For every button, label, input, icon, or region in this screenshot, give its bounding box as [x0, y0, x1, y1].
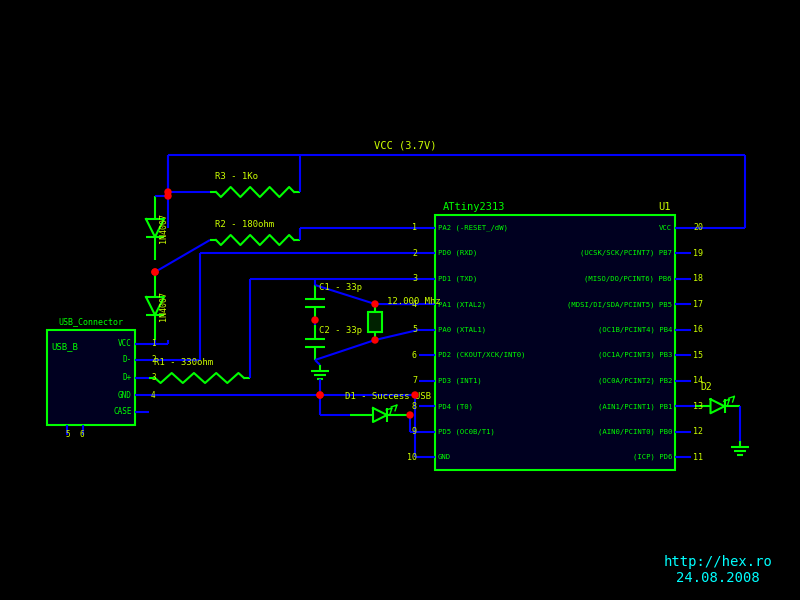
Text: (AIN1/PCINT1) PB1: (AIN1/PCINT1) PB1: [598, 403, 672, 409]
Text: D2: D2: [700, 382, 712, 392]
Text: D-: D-: [122, 355, 132, 364]
Text: CASE: CASE: [114, 407, 132, 416]
Text: (OC0A/PCINT2) PB2: (OC0A/PCINT2) PB2: [598, 377, 672, 384]
Text: 3: 3: [412, 274, 417, 283]
Text: U1: U1: [658, 202, 671, 212]
Circle shape: [152, 269, 158, 275]
Text: R3 - 1Ko: R3 - 1Ko: [215, 172, 258, 181]
Text: 14: 14: [693, 376, 703, 385]
Circle shape: [407, 412, 413, 418]
Circle shape: [317, 392, 323, 398]
Text: 4: 4: [151, 391, 156, 400]
Text: PD4 (T0): PD4 (T0): [438, 403, 473, 409]
Circle shape: [317, 392, 323, 398]
Text: GND: GND: [438, 454, 451, 460]
Text: 9: 9: [412, 427, 417, 436]
Text: 1: 1: [412, 223, 417, 232]
Text: 5: 5: [412, 325, 417, 334]
Text: PD2 (CKOUT/XCK/INT0): PD2 (CKOUT/XCK/INT0): [438, 352, 526, 358]
Text: PA2 (-RESET_/dW): PA2 (-RESET_/dW): [438, 224, 508, 231]
Text: 24.08.2008: 24.08.2008: [676, 571, 760, 585]
Circle shape: [372, 337, 378, 343]
Text: 17: 17: [693, 300, 703, 309]
Text: PD3 (INT1): PD3 (INT1): [438, 377, 482, 384]
Text: 1N4007: 1N4007: [159, 291, 168, 321]
Text: PA0 (XTAL1): PA0 (XTAL1): [438, 326, 486, 333]
Circle shape: [372, 301, 378, 307]
Text: 6: 6: [80, 430, 85, 439]
Text: 7: 7: [412, 376, 417, 385]
Text: 8: 8: [412, 402, 417, 411]
Text: 2: 2: [151, 355, 156, 364]
Text: USB_B: USB_B: [51, 342, 78, 351]
Circle shape: [412, 392, 418, 398]
Bar: [47, 330, 135, 425]
Text: D+: D+: [122, 373, 132, 383]
Circle shape: [165, 189, 171, 195]
Bar: [435, 215, 675, 470]
Text: (ICP) PD6: (ICP) PD6: [633, 454, 672, 461]
Text: PD1 (TXD): PD1 (TXD): [438, 275, 478, 282]
Text: 15: 15: [693, 351, 703, 360]
Circle shape: [312, 317, 318, 323]
Text: (OC1B/PCINT4) PB4: (OC1B/PCINT4) PB4: [598, 326, 672, 333]
Text: PA1 (XTAL2): PA1 (XTAL2): [438, 301, 486, 307]
Text: 3: 3: [151, 373, 156, 383]
Text: D1 - Success USB: D1 - Success USB: [345, 392, 431, 401]
Text: PD0 (RXD): PD0 (RXD): [438, 250, 478, 257]
Text: R1 - 330ohm: R1 - 330ohm: [154, 358, 213, 367]
Text: 11: 11: [693, 453, 703, 462]
Text: 2: 2: [412, 249, 417, 258]
Text: 13: 13: [693, 402, 703, 411]
Text: (MDSI/DI/SDA/PCINT5) PB5: (MDSI/DI/SDA/PCINT5) PB5: [567, 301, 672, 307]
Text: C2 - 33p: C2 - 33p: [319, 326, 362, 335]
Text: VCC: VCC: [118, 340, 132, 349]
Text: 1N4007: 1N4007: [159, 213, 168, 243]
Text: 16: 16: [693, 325, 703, 334]
Circle shape: [165, 193, 171, 199]
Text: (MISO/DO/PCINT6) PB6: (MISO/DO/PCINT6) PB6: [585, 275, 672, 282]
Text: 4: 4: [412, 300, 417, 309]
Text: VCC (3.7V): VCC (3.7V): [374, 141, 436, 151]
Text: VCC: VCC: [659, 225, 672, 231]
Text: 10: 10: [407, 453, 417, 462]
Text: 12: 12: [693, 427, 703, 436]
Text: 1: 1: [151, 340, 156, 349]
Text: 6: 6: [412, 351, 417, 360]
Text: 20: 20: [693, 223, 703, 232]
Text: 18: 18: [693, 274, 703, 283]
Text: C1 - 33p: C1 - 33p: [319, 283, 362, 292]
Text: 12.000 Mhz: 12.000 Mhz: [387, 297, 441, 306]
Text: ATtiny2313: ATtiny2313: [443, 202, 506, 212]
Text: PD5 (OC0B/T1): PD5 (OC0B/T1): [438, 428, 495, 435]
Bar: [368, 312, 382, 332]
Text: (UCSK/SCK/PCINT7) PB7: (UCSK/SCK/PCINT7) PB7: [580, 250, 672, 257]
Text: http://hex.ro: http://hex.ro: [663, 555, 773, 569]
Text: 5: 5: [65, 430, 70, 439]
Text: (AIN0/PCINT0) PB0: (AIN0/PCINT0) PB0: [598, 428, 672, 435]
Text: R2 - 180ohm: R2 - 180ohm: [215, 220, 274, 229]
Text: GND: GND: [118, 391, 132, 400]
Text: USB_Connector: USB_Connector: [58, 317, 123, 326]
Circle shape: [152, 269, 158, 275]
Text: (OC1A/PCINT3) PB3: (OC1A/PCINT3) PB3: [598, 352, 672, 358]
Text: 19: 19: [693, 249, 703, 258]
